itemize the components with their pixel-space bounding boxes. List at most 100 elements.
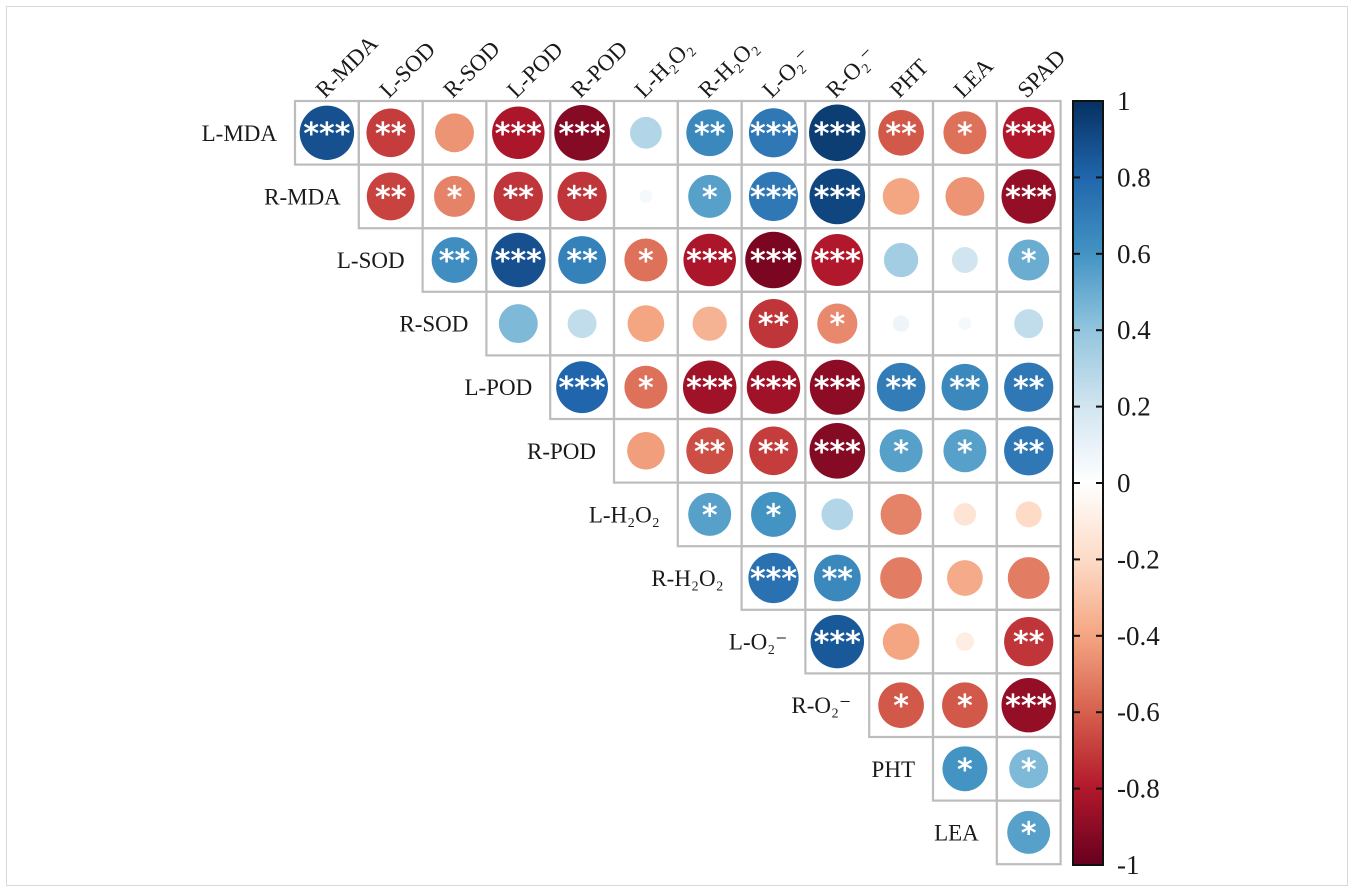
correlation-circle bbox=[624, 365, 668, 409]
correlation-circle bbox=[299, 105, 355, 161]
correlation-circle bbox=[953, 503, 977, 526]
correlation-circle bbox=[688, 492, 732, 536]
correlation-circle bbox=[1004, 616, 1054, 667]
correlation-circle bbox=[748, 171, 799, 222]
column-label: R-H₂O₂ bbox=[694, 34, 763, 103]
correlation-circle bbox=[817, 303, 858, 344]
significance-label: *** bbox=[814, 180, 861, 215]
significance-label: ** bbox=[885, 117, 917, 152]
correlation-circle bbox=[749, 426, 798, 476]
correlation-circle bbox=[1002, 106, 1055, 159]
correlation-circle bbox=[491, 232, 546, 288]
correlation-circle bbox=[1007, 810, 1051, 854]
significance-label: *** bbox=[814, 117, 861, 152]
correlation-circle bbox=[878, 682, 924, 729]
column-label: PHT bbox=[885, 54, 933, 102]
colorbar-tick-label: -0.4 bbox=[1117, 621, 1160, 651]
significance-label: ** bbox=[566, 244, 598, 279]
correlation-circle bbox=[1009, 749, 1049, 789]
colorbar-tick-label: 0.6 bbox=[1117, 239, 1151, 269]
correlation-circle bbox=[682, 360, 737, 414]
significance-label: *** bbox=[495, 244, 542, 279]
row-label: R-POD bbox=[527, 439, 596, 464]
correlation-circle bbox=[813, 554, 861, 602]
correlation-circle bbox=[557, 171, 607, 222]
correlation-circle bbox=[748, 298, 799, 349]
colorbar-tick-label: 1 bbox=[1117, 86, 1131, 116]
correlation-circle bbox=[639, 189, 653, 203]
correlation-circle bbox=[1001, 677, 1056, 733]
correlation-circle bbox=[567, 309, 597, 339]
correlation-circle bbox=[811, 234, 864, 286]
correlation-circle bbox=[1007, 557, 1050, 599]
significance-label: * bbox=[893, 689, 909, 724]
significance-label: *** bbox=[1005, 689, 1052, 724]
correlation-circle bbox=[941, 363, 989, 411]
cell-layer: *** ** *** *** ** *** *** ** * ***** * ** ** * *** *** *… bbox=[299, 104, 1056, 854]
correlation-circle bbox=[943, 111, 987, 155]
correlation-circle bbox=[683, 233, 736, 287]
grid-cell bbox=[995, 799, 1062, 866]
significance-label: *** bbox=[814, 244, 861, 279]
correlation-circle bbox=[556, 361, 609, 414]
significance-label: *** bbox=[495, 117, 542, 152]
significance-label: *** bbox=[814, 435, 861, 470]
significance-label: * bbox=[829, 308, 845, 343]
colorbar-tick-label: -1 bbox=[1117, 850, 1140, 877]
correlation-circle bbox=[951, 247, 978, 273]
correlation-circle bbox=[809, 104, 866, 162]
correlation-circle bbox=[435, 113, 474, 153]
significance-label: *** bbox=[303, 117, 350, 152]
column-label: L-O₂⁻ bbox=[757, 44, 816, 103]
correlation-circle bbox=[1001, 169, 1056, 224]
correlation-circle bbox=[892, 315, 910, 332]
significance-label: * bbox=[702, 180, 718, 215]
significance-label: *** bbox=[1005, 117, 1052, 152]
correlation-circle bbox=[366, 172, 415, 221]
column-label: LEA bbox=[949, 53, 999, 103]
correlation-circle bbox=[810, 614, 865, 669]
row-label: L-MDA bbox=[202, 121, 278, 146]
row-label: R-H₂O₂ bbox=[651, 566, 723, 591]
correlation-circle bbox=[686, 427, 734, 475]
colorbar-tick-label: -0.2 bbox=[1117, 544, 1160, 574]
correlation-circle bbox=[366, 108, 415, 158]
row-label: L-O₂⁻ bbox=[729, 630, 787, 655]
correlation-circle bbox=[433, 175, 476, 217]
column-label: L-POD bbox=[502, 37, 568, 103]
correlation-circle bbox=[878, 109, 924, 156]
significance-label: ** bbox=[439, 244, 471, 279]
correlation-circle bbox=[624, 238, 668, 282]
correlation-circle bbox=[1014, 309, 1044, 339]
correlation-circle bbox=[1004, 426, 1054, 476]
column-label: L-SOD bbox=[375, 37, 441, 103]
significance-label: ** bbox=[503, 180, 535, 215]
correlation-circle bbox=[876, 362, 926, 412]
column-label: R-POD bbox=[566, 36, 632, 102]
colorbar-tick-label: 0.8 bbox=[1117, 162, 1151, 192]
significance-label: *** bbox=[750, 371, 797, 406]
column-label: R-MDA bbox=[311, 30, 383, 102]
correlation-circle bbox=[1004, 362, 1054, 412]
correlation-circle bbox=[882, 178, 920, 215]
colorbar-tick-label: 0.4 bbox=[1117, 315, 1151, 345]
correlation-circle bbox=[879, 429, 923, 473]
correlation-circle bbox=[942, 682, 988, 729]
correlation-circle bbox=[748, 552, 799, 604]
grid-layer bbox=[293, 99, 1062, 866]
significance-label: * bbox=[447, 180, 463, 215]
significance-label: *** bbox=[559, 371, 606, 406]
significance-label: ** bbox=[949, 371, 981, 406]
row-label: R-SOD bbox=[399, 312, 468, 337]
row-label: R-O₂⁻ bbox=[791, 693, 851, 718]
significance-label: ** bbox=[1013, 626, 1045, 661]
colorbar-tick-label: -0.8 bbox=[1117, 774, 1160, 804]
correlation-circle bbox=[1015, 501, 1042, 528]
significance-label: ** bbox=[758, 435, 790, 470]
correlation-circle bbox=[751, 491, 796, 537]
significance-label: ** bbox=[375, 180, 407, 215]
row-label: L-H₂O₂ bbox=[589, 502, 660, 527]
correlation-circle bbox=[943, 429, 987, 473]
significance-label: * bbox=[1021, 244, 1037, 279]
colorbar: 1 0.8 0.6 0.4 0.2 0 -0.2 -0.4 -0.6 -0.8 -1 bbox=[1072, 86, 1160, 877]
